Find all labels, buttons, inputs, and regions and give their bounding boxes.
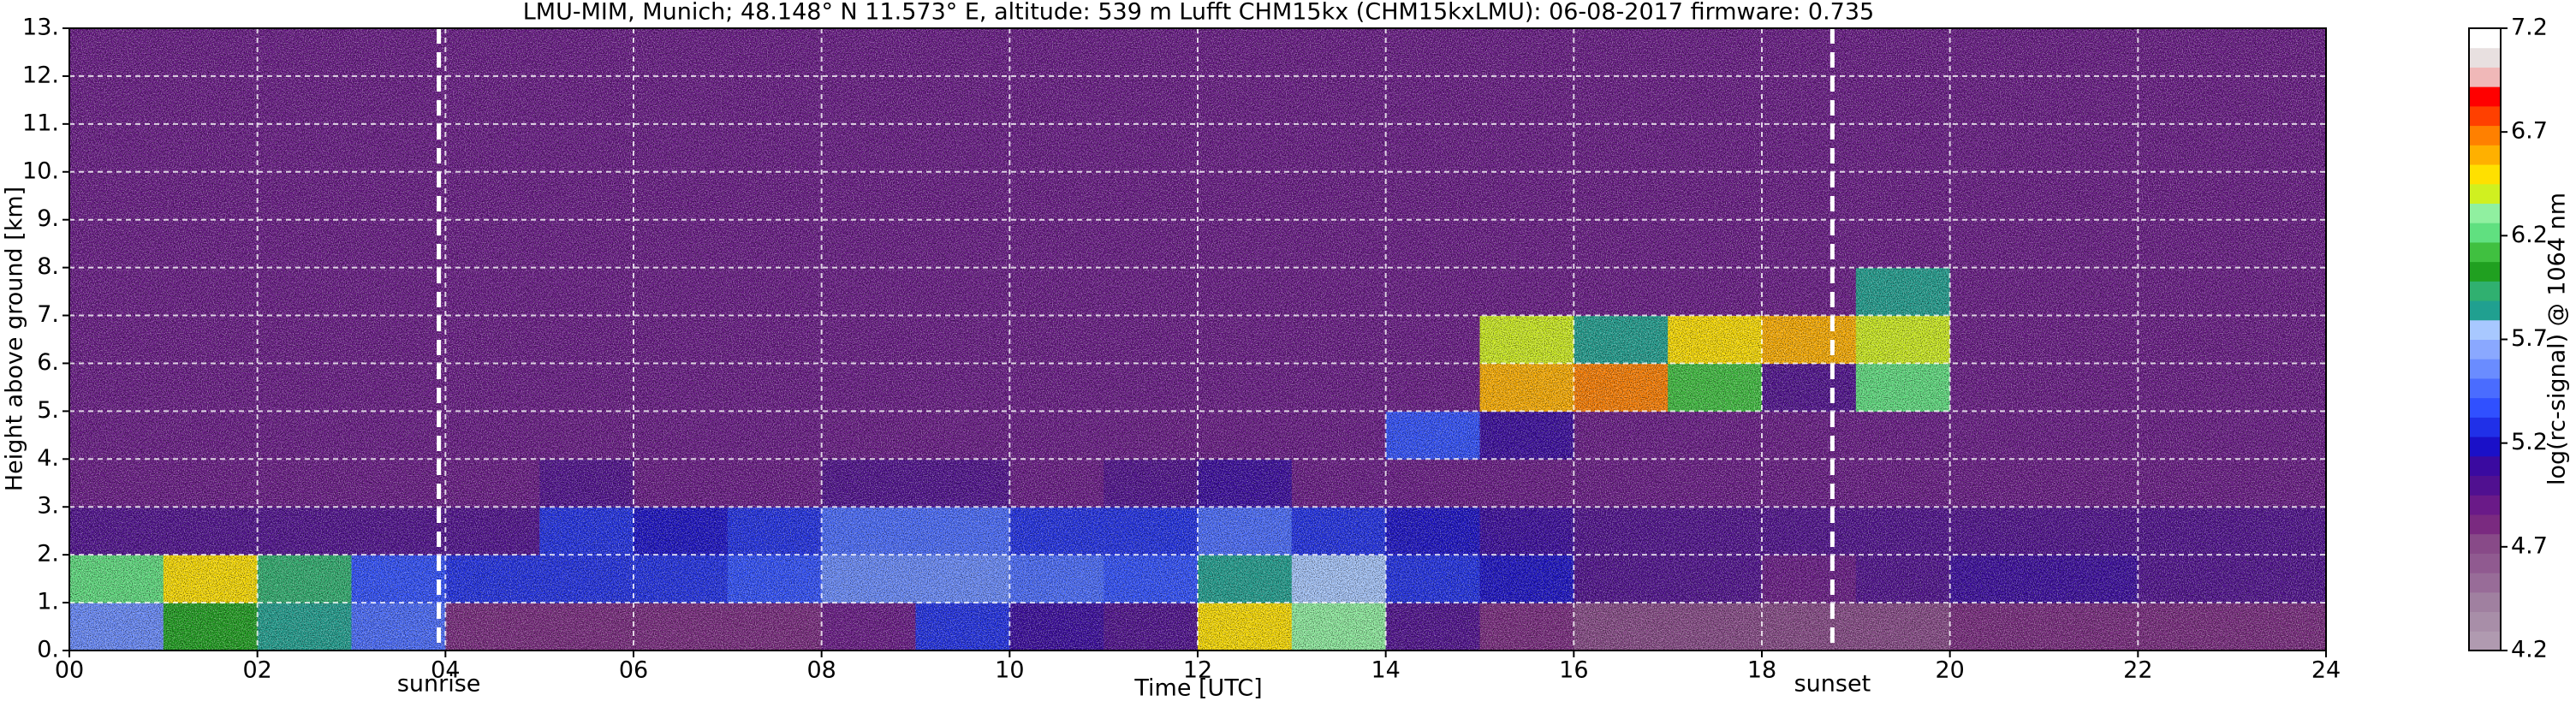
- x-tick-label: 00: [55, 657, 84, 684]
- x-tick-label: 16: [1559, 657, 1588, 684]
- y-tick-label: 10.: [22, 157, 59, 184]
- y-tick-label: 5.: [37, 397, 59, 424]
- colorbar-swatch: [2469, 203, 2501, 223]
- y-tick-label: 3.: [37, 493, 59, 520]
- y-tick-label: 6.: [37, 349, 59, 376]
- y-tick-label: 7.: [37, 301, 59, 328]
- x-tick-label: 12: [1183, 657, 1212, 684]
- colorbar-swatch: [2469, 319, 2501, 340]
- colorbar-swatch: [2469, 475, 2501, 496]
- colorbar-swatch: [2469, 611, 2501, 632]
- y-tick-label: 11.: [22, 110, 59, 136]
- x-tick-label: 06: [619, 657, 648, 684]
- colorbar-swatch: [2469, 300, 2501, 321]
- colorbar-tick-label: 7.2: [2511, 15, 2548, 41]
- colorbar-swatch: [2469, 105, 2501, 127]
- colorbar-tick-label: 5.2: [2511, 429, 2548, 455]
- colorbar-tick-label: 6.7: [2511, 118, 2548, 145]
- colorbar-swatch: [2469, 397, 2501, 418]
- colorbar-swatch: [2469, 437, 2501, 457]
- colorbar-swatch: [2469, 183, 2501, 204]
- colorbar-swatch: [2469, 359, 2501, 379]
- colorbar-swatch: [2469, 514, 2501, 535]
- colorbar-swatch: [2469, 495, 2501, 515]
- x-tick-label: 20: [1935, 657, 1964, 684]
- colorbar-label: log(rc-signal) @ 1064 nm: [2544, 193, 2571, 485]
- colorbar-swatch: [2469, 67, 2501, 87]
- colorbar-tick-label: 6.2: [2511, 222, 2548, 248]
- colorbar-swatch: [2469, 261, 2501, 282]
- colorbar-tick-label: 5.7: [2511, 325, 2548, 352]
- x-tick-label: 04: [431, 657, 460, 684]
- x-tick-label: 14: [1371, 657, 1400, 684]
- colorbar-swatch: [2469, 223, 2501, 243]
- y-tick-label: 1.: [37, 589, 59, 615]
- annotation-label: sunset: [1794, 671, 1871, 698]
- colorbar-swatch: [2469, 533, 2501, 554]
- y-tick-label: 12.: [22, 62, 59, 88]
- annotation-label: sunrise: [397, 671, 481, 698]
- colorbar-swatch: [2469, 455, 2501, 477]
- y-tick-label: 2.: [37, 541, 59, 567]
- colorbar-swatch: [2469, 125, 2501, 146]
- colorbar-swatch: [2469, 377, 2501, 399]
- colorbar-swatch: [2469, 631, 2501, 651]
- colorbar-swatch: [2469, 86, 2501, 107]
- colorbar-swatch: [2469, 553, 2501, 573]
- x-axis-label: Time [UTC]: [1133, 675, 1262, 702]
- colorbar-tick-label: 4.2: [2511, 637, 2548, 663]
- colorbar-swatch: [2469, 573, 2501, 593]
- x-tick-label: 10: [995, 657, 1024, 684]
- colorbar-tick-label: 4.7: [2511, 532, 2548, 559]
- y-axis-label: Height above ground [km]: [2, 187, 28, 491]
- y-tick-label: 9.: [37, 205, 59, 232]
- y-tick-label: 13.: [22, 15, 59, 41]
- x-tick-label: 02: [242, 657, 271, 684]
- x-tick-label: 18: [1747, 657, 1776, 684]
- x-tick-label: 08: [806, 657, 836, 684]
- chart-title: LMU-MIM, Munich; 48.148° N 11.573° E, al…: [523, 0, 1874, 26]
- colorbar-swatch: [2469, 145, 2501, 165]
- overlay: [62, 27, 2327, 657]
- colorbar-swatch: [2469, 417, 2501, 437]
- y-tick-label: 8.: [37, 253, 59, 280]
- colorbar-swatch: [2469, 47, 2501, 68]
- colorbar-swatch: [2469, 339, 2501, 359]
- x-tick-label: 24: [2311, 657, 2341, 684]
- colorbar-swatch: [2469, 28, 2501, 49]
- colorbar-swatch: [2469, 241, 2501, 263]
- colorbar-swatch: [2469, 591, 2501, 613]
- y-tick-label: 4.: [37, 445, 59, 472]
- colorbar-swatch: [2469, 164, 2501, 185]
- colorbar-swatch: [2469, 281, 2501, 301]
- y-tick-label: 0.: [37, 637, 59, 663]
- x-tick-label: 22: [2123, 657, 2152, 684]
- plot-frame: [68, 27, 2327, 651]
